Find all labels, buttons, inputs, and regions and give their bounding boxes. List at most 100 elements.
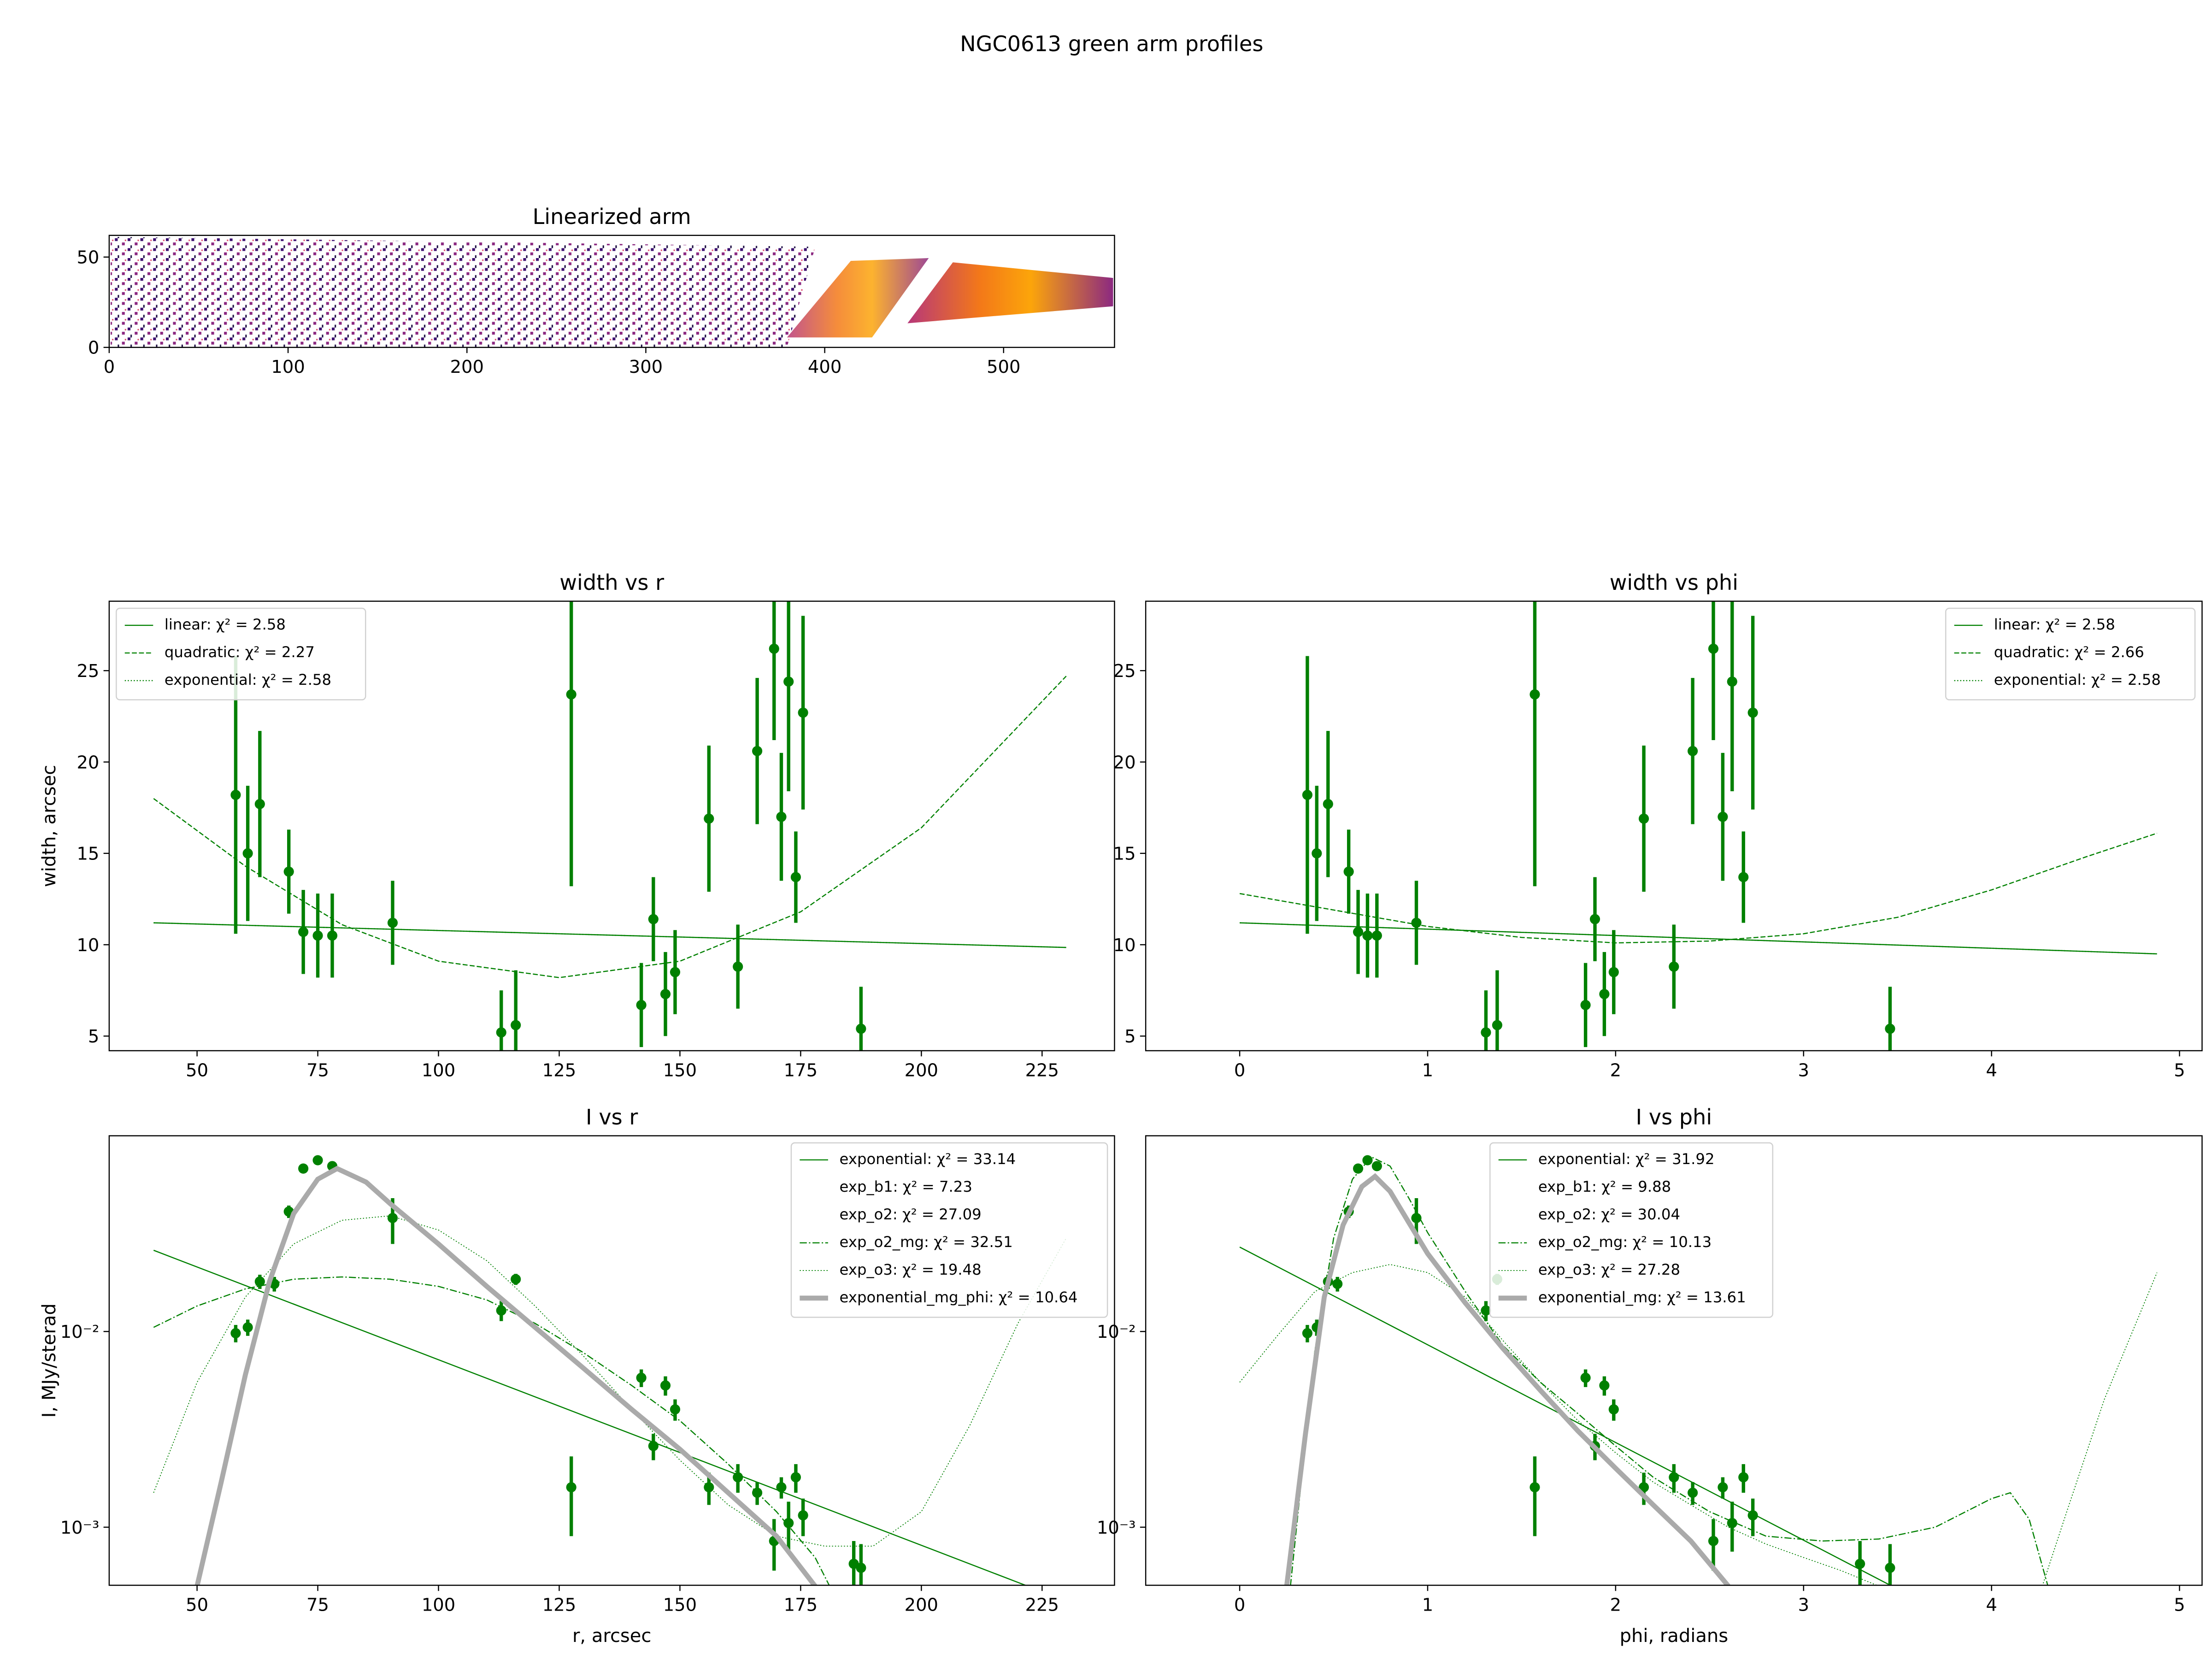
data-point [1371,1161,1382,1171]
y-tick-label: 15 [1113,844,1136,865]
legend-label: linear: χ² = 2.58 [165,616,286,633]
data-point [1371,930,1382,941]
data-point [1323,799,1333,809]
data-point [1353,1163,1364,1174]
data-point [1362,1155,1373,1165]
data-point [1638,813,1649,824]
x-tick-label: 75 [306,1060,329,1081]
data-point [312,930,323,941]
data-point [566,1482,577,1493]
y-tick-label: 15 [76,844,99,865]
x-tick-label: 200 [905,1060,938,1081]
data-point [636,1000,647,1010]
data-point [1343,866,1354,877]
legend-label: linear: χ² = 2.58 [1994,616,2115,633]
data-point [511,1274,521,1284]
data-point [1727,676,1737,687]
x-tick-label: 0 [1234,1060,1245,1081]
x-tick-label: 200 [450,357,484,377]
data-point [230,1328,241,1339]
data-point [1589,914,1600,924]
data-point [1481,1305,1491,1316]
data-point [660,989,671,1000]
data-point [1580,1000,1591,1010]
y-tick-label: 0 [88,338,99,359]
data-point [496,1027,506,1038]
x-tick-label: 100 [422,1594,455,1615]
y-tick-label: 50 [76,247,99,268]
data-point [1302,789,1313,800]
data-point [1885,1563,1895,1573]
legend-label: quadratic: χ² = 2.27 [165,643,315,661]
data-point [1481,1027,1491,1038]
x-tick-label: 100 [271,357,305,377]
data-point [1669,961,1679,972]
data-point [704,813,714,824]
y-tick-label: 5 [1124,1026,1135,1047]
axes-title: width vs phi [1610,570,1738,595]
x-tick-label: 5 [2174,1060,2185,1081]
axes-frame [1145,600,2203,1052]
x-tick-label: 2 [1610,1060,1621,1081]
y-axis-label: width, arcsec [39,765,60,887]
y-tick-label: 10 [1113,935,1136,956]
x-tick-label: 150 [663,1060,697,1081]
x-axis-label: r, arcsec [572,1625,651,1647]
fit-line [153,1249,1027,1585]
data-point [283,866,294,877]
x-tick-label: 500 [987,357,1020,377]
y-tick-label: 5 [88,1026,99,1047]
x-tick-label: 4 [1986,1594,1997,1615]
legend-box [116,607,366,700]
x-tick-label: 100 [422,1060,455,1081]
data-point [1599,1380,1610,1391]
x-tick-label: 50 [186,1594,208,1615]
plot-area [153,601,1067,1051]
data-point [298,927,309,937]
data-point [1353,927,1364,937]
axes-title: width vs r [559,570,664,595]
fit-line [1240,922,2157,955]
legend-label: exp_b1: χ² = 9.88 [1538,1178,1671,1195]
x-tick-label: 175 [784,1060,818,1081]
data-point [1530,689,1540,700]
data-point [769,643,779,654]
data-point [312,1155,323,1165]
data-point [790,1472,801,1483]
data-point [776,1482,787,1493]
x-tick-label: 5 [2174,1594,2185,1615]
y-tick-label: 10 [76,935,99,956]
legend-label: exp_o2: χ² = 27.09 [840,1206,982,1223]
legend-label: exp_o3: χ² = 19.48 [840,1261,982,1278]
data-point [636,1372,647,1383]
data-point [798,707,808,718]
data-point [566,689,577,700]
data-point [1747,707,1758,718]
legend-label: exp_o2: χ² = 30.04 [1538,1206,1680,1223]
axes-title: I vs phi [1635,1105,1712,1130]
data-point [856,1024,866,1034]
data-point [1708,643,1719,654]
x-tick-label: 125 [542,1594,576,1615]
legend-label: exponential: χ² = 31.92 [1538,1150,1715,1168]
data-point [670,1404,681,1415]
data-point [1718,1482,1728,1493]
x-tick-label: 3 [1798,1060,1809,1081]
legend-label: exponential: χ² = 33.14 [840,1150,1016,1168]
legend-label: exp_o2_mg: χ² = 32.51 [840,1233,1013,1251]
axes-frame [108,600,1115,1052]
data-point [1708,1535,1719,1547]
data-point [1530,1482,1540,1493]
legend-box [1945,607,2196,700]
legend-label: exponential_mg: χ² = 13.61 [1538,1288,1746,1306]
x-tick-label: 75 [306,1594,329,1615]
legend-box [1489,1142,1774,1318]
x-tick-label: 0 [1234,1594,1245,1615]
axes-frame [108,1135,1115,1586]
data-point [1688,746,1698,756]
fit-line [153,676,1067,978]
y-tick-label: 25 [76,661,99,682]
data-point [254,799,265,809]
data-point [790,872,801,882]
